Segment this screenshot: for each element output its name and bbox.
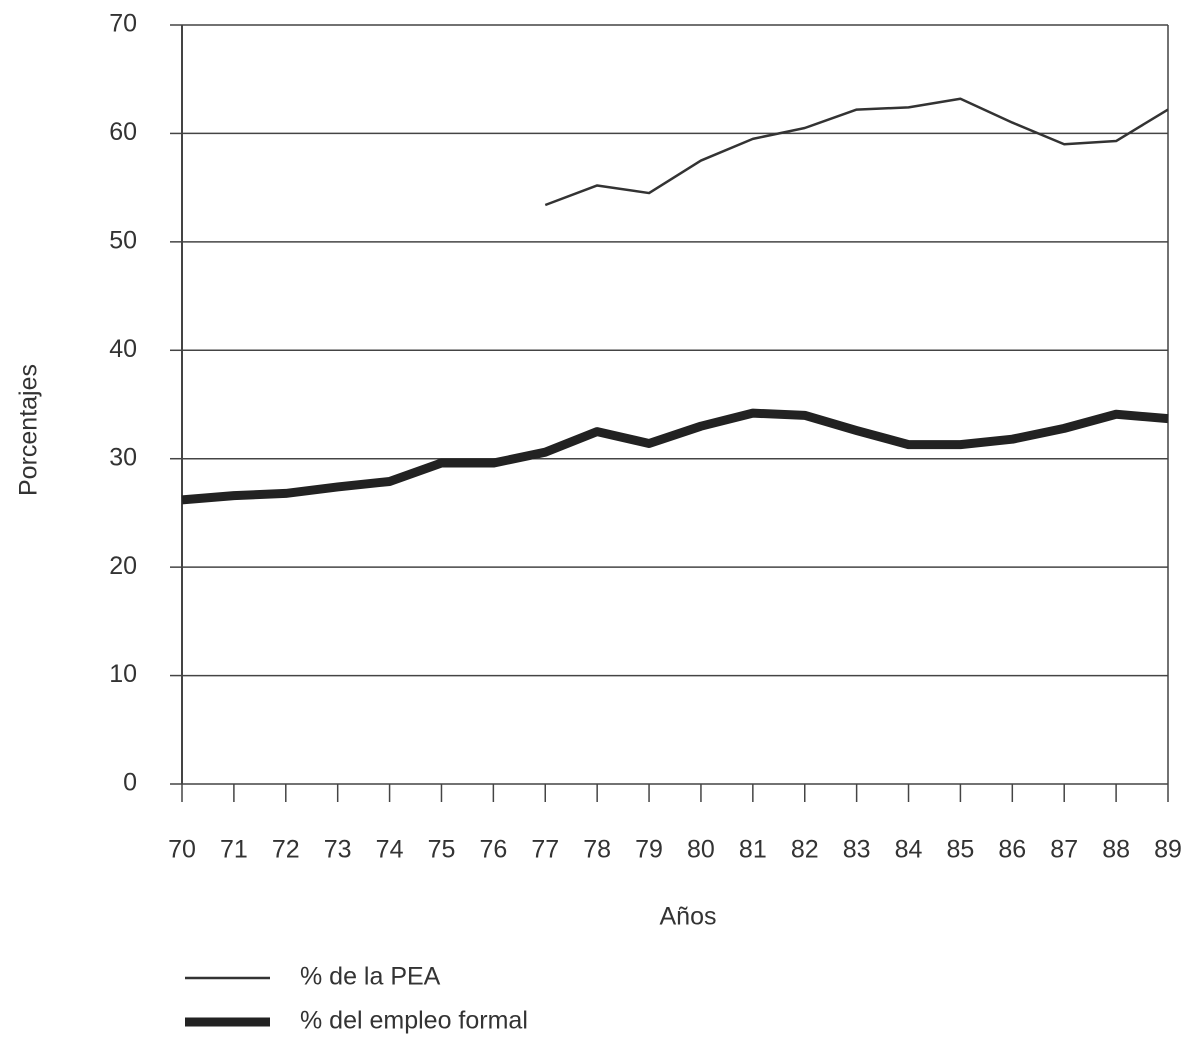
x-tick-label: 87 (1050, 836, 1078, 864)
x-tick-label: 75 (428, 836, 456, 864)
x-tick-label: 70 (168, 836, 196, 864)
x-tick-label: 84 (895, 836, 923, 864)
y-tick-label: 30 (109, 443, 137, 471)
y-tick-label: 50 (109, 226, 137, 254)
x-tick-label: 76 (479, 836, 507, 864)
legend-label: % del empleo formal (300, 1007, 528, 1035)
y-tick-label: 0 (123, 769, 137, 797)
y-tick-label: 20 (109, 552, 137, 580)
x-tick-label: 79 (635, 836, 663, 864)
x-tick-label: 78 (583, 836, 611, 864)
y-tick-label: 40 (109, 335, 137, 363)
y-axis-label: Porcentajes (15, 364, 43, 496)
x-tick-label: 83 (843, 836, 871, 864)
x-tick-label: 82 (791, 836, 819, 864)
series-line (544, 97, 1169, 207)
x-tick-label: 72 (272, 836, 300, 864)
x-axis-label: Años (660, 903, 717, 931)
series-line (181, 408, 1169, 505)
x-tick-label: 86 (998, 836, 1026, 864)
x-tick-label: 71 (220, 836, 248, 864)
x-tick-label: 74 (376, 836, 404, 864)
x-tick-label: 85 (947, 836, 975, 864)
y-tick-label: 10 (109, 660, 137, 688)
y-tick-label: 70 (109, 10, 137, 38)
x-tick-label: 81 (739, 836, 767, 864)
x-tick-label: 89 (1154, 836, 1182, 864)
x-tick-label: 80 (687, 836, 715, 864)
x-tick-label: 88 (1102, 836, 1130, 864)
legend-label: % de la PEA (300, 963, 441, 991)
x-tick-label: 77 (531, 836, 559, 864)
x-tick-label: 73 (324, 836, 352, 864)
y-tick-label: 60 (109, 118, 137, 146)
